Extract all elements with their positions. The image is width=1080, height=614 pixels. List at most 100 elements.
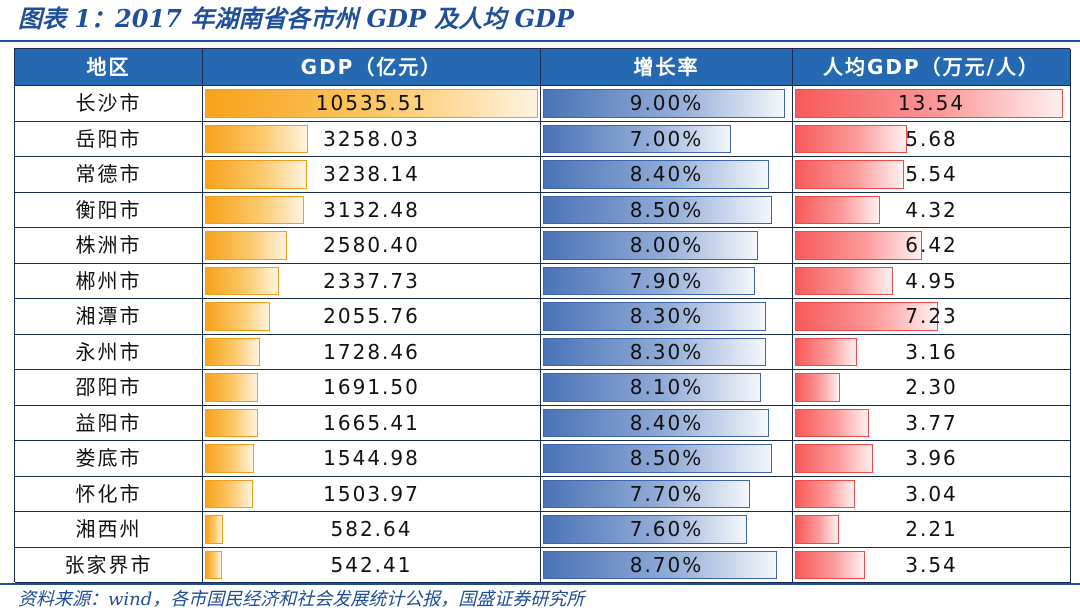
gdp-data-bar: [205, 373, 259, 402]
gdp-data-bar: [205, 337, 260, 366]
gdp-cell: 3258.03: [203, 121, 541, 157]
growth-value: 7.00%: [629, 126, 704, 151]
region-name: 益阳市: [75, 410, 142, 435]
region-name: 衡阳市: [75, 197, 142, 222]
per-capita-cell: 2.30: [793, 370, 1071, 406]
gdp-cell: 2580.40: [203, 228, 541, 264]
growth-data-bar: [543, 515, 748, 544]
gdp-data-bar: [205, 302, 270, 331]
region-cell: 常德市: [15, 157, 203, 193]
growth-value: 7.60%: [629, 517, 704, 541]
per-capita-value: 5.54: [905, 162, 958, 186]
per-capita-cell: 2.21: [793, 512, 1071, 548]
growth-value: 8.50%: [629, 197, 704, 222]
per-capita-cell: 6.42: [793, 228, 1071, 264]
growth-data-bar: [543, 89, 786, 118]
per-capita-value: 3.96: [905, 446, 958, 470]
per-capita-cell: 3.96: [793, 441, 1071, 477]
table-row: 娄底市 1544.98 8.50% 3.96: [15, 441, 1071, 477]
per-capita-data-bar: [795, 124, 908, 153]
gdp-value: 10535.51: [315, 91, 428, 115]
gdp-value: 2337.73: [323, 268, 420, 293]
table-row: 衡阳市 3132.48 8.50% 4.32: [15, 192, 1071, 228]
per-capita-data-bar: [795, 266, 893, 295]
gdp-cell: 2055.76: [203, 299, 541, 335]
region-name: 永州市: [75, 339, 142, 364]
header-gdp-label: GDP（亿元）: [300, 55, 443, 79]
per-capita-data-bar: [795, 337, 858, 366]
growth-value: 8.40%: [629, 162, 704, 186]
growth-cell: 8.40%: [541, 405, 793, 441]
table-row: 常德市 3238.14 8.40% 5.54: [15, 157, 1071, 193]
gdp-value: 2055.76: [323, 304, 420, 328]
table-row: 益阳市 1665.41 8.40% 3.77: [15, 405, 1071, 441]
gdp-value: 2580.40: [323, 233, 420, 257]
region-name: 娄底市: [75, 446, 142, 470]
gdp-cell: 3238.14: [203, 157, 541, 193]
growth-cell: 8.30%: [541, 334, 793, 370]
table-row: 湘西州 582.64 7.60% 2.21: [15, 512, 1071, 548]
region-cell: 长沙市: [15, 86, 203, 122]
growth-cell: 7.70%: [541, 476, 793, 512]
per-capita-value: 6.42: [905, 233, 958, 257]
region-name: 邵阳市: [75, 375, 142, 399]
growth-data-bar: [543, 479, 751, 508]
per-capita-cell: 13.54: [793, 86, 1071, 122]
growth-value: 9.00%: [629, 91, 704, 115]
growth-data-bar: [543, 231, 759, 260]
gdp-data-bar: [205, 550, 223, 579]
gdp-value: 1728.46: [323, 339, 420, 364]
region-cell: 湘西州: [15, 512, 203, 548]
region-cell: 郴州市: [15, 263, 203, 299]
region-cell: 益阳市: [15, 405, 203, 441]
per-capita-value: 2.30: [905, 375, 958, 399]
growth-data-bar: [543, 550, 777, 579]
growth-data-bar: [543, 160, 769, 189]
table-row: 邵阳市 1691.50 8.10% 2.30: [15, 370, 1071, 406]
region-cell: 怀化市: [15, 476, 203, 512]
data-table: 地区 GDP（亿元） 增长率 人均GDP（万元/人） 长沙市 10535.51 9.…: [14, 48, 1071, 583]
per-capita-data-bar: [795, 444, 874, 473]
region-name: 长沙市: [75, 91, 142, 115]
per-capita-data-bar: [795, 550, 865, 579]
growth-cell: 8.50%: [541, 192, 793, 228]
growth-cell: 7.00%: [541, 121, 793, 157]
per-capita-cell: 5.68: [793, 121, 1071, 157]
gdp-value: 3238.14: [323, 162, 420, 186]
region-cell: 湘潭市: [15, 299, 203, 335]
region-name: 株洲市: [75, 233, 142, 257]
growth-cell: 8.10%: [541, 370, 793, 406]
title-divider: [0, 40, 1080, 42]
per-capita-value: 4.32: [905, 197, 958, 222]
per-capita-cell: 7.23: [793, 299, 1071, 335]
figure-title: 图表 1：2017 年湖南省各市州 GDP 及人均 GDP: [18, 4, 574, 33]
header-per-capita-label: 人均GDP（万元/人）: [823, 55, 1040, 79]
header-growth-label: 增长率: [633, 55, 700, 79]
gdp-data-bar: [205, 160, 308, 189]
footer-divider: [0, 583, 1080, 585]
region-cell: 岳阳市: [15, 121, 203, 157]
gdp-cell: 1665.41: [203, 405, 541, 441]
region-name: 张家界市: [64, 552, 153, 577]
header-region-label: 地区: [86, 55, 131, 79]
gdp-cell: 1728.46: [203, 334, 541, 370]
growth-data-bar: [543, 337, 767, 366]
gdp-data-bar: [205, 408, 258, 437]
table-row: 郴州市 2337.73 7.90% 4.95: [15, 263, 1071, 299]
growth-cell: 8.00%: [541, 228, 793, 264]
growth-value: 7.70%: [629, 481, 704, 506]
growth-data-bar: [543, 408, 769, 437]
gdp-data-bar: [205, 515, 224, 544]
gdp-value: 1544.98: [323, 446, 420, 470]
gdp-data-bar: [205, 479, 253, 508]
per-capita-value: 13.54: [897, 91, 966, 115]
per-capita-cell: 4.32: [793, 192, 1071, 228]
growth-data-bar: [543, 444, 772, 473]
growth-value: 8.10%: [629, 375, 704, 399]
per-capita-data-bar: [795, 195, 881, 224]
per-capita-value: 5.68: [905, 126, 958, 151]
per-capita-value: 3.04: [905, 481, 958, 506]
growth-cell: 9.00%: [541, 86, 793, 122]
gdp-data-bar: [205, 124, 308, 153]
per-capita-data-bar: [795, 160, 905, 189]
